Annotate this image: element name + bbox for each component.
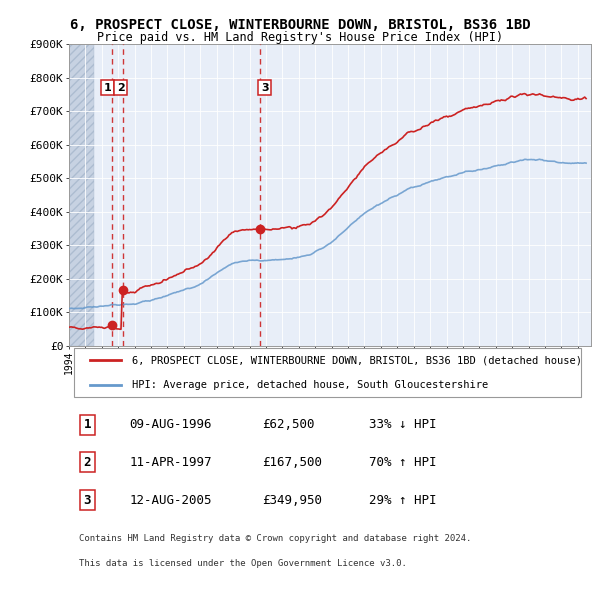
FancyBboxPatch shape: [74, 348, 581, 397]
Text: 33% ↓ HPI: 33% ↓ HPI: [369, 418, 437, 431]
Text: £62,500: £62,500: [262, 418, 314, 431]
Text: 11-APR-1997: 11-APR-1997: [129, 456, 212, 469]
Text: 3: 3: [261, 83, 268, 93]
Text: 29% ↑ HPI: 29% ↑ HPI: [369, 493, 437, 506]
Text: £167,500: £167,500: [262, 456, 322, 469]
Text: 2: 2: [83, 456, 91, 469]
Text: Contains HM Land Registry data © Crown copyright and database right 2024.: Contains HM Land Registry data © Crown c…: [79, 534, 472, 543]
Text: HPI: Average price, detached house, South Gloucestershire: HPI: Average price, detached house, Sout…: [131, 380, 488, 390]
Text: Price paid vs. HM Land Registry's House Price Index (HPI): Price paid vs. HM Land Registry's House …: [97, 31, 503, 44]
Text: 6, PROSPECT CLOSE, WINTERBOURNE DOWN, BRISTOL, BS36 1BD (detached house): 6, PROSPECT CLOSE, WINTERBOURNE DOWN, BR…: [131, 355, 581, 365]
Text: 09-AUG-1996: 09-AUG-1996: [129, 418, 212, 431]
Text: 6, PROSPECT CLOSE, WINTERBOURNE DOWN, BRISTOL, BS36 1BD: 6, PROSPECT CLOSE, WINTERBOURNE DOWN, BR…: [70, 18, 530, 32]
Text: 1: 1: [83, 418, 91, 431]
Text: 2: 2: [117, 83, 125, 93]
Text: 3: 3: [83, 493, 91, 506]
Text: £349,950: £349,950: [262, 493, 322, 506]
Text: 70% ↑ HPI: 70% ↑ HPI: [369, 456, 437, 469]
Text: 12-AUG-2005: 12-AUG-2005: [129, 493, 212, 506]
Text: This data is licensed under the Open Government Licence v3.0.: This data is licensed under the Open Gov…: [79, 559, 407, 568]
Text: 1: 1: [104, 83, 112, 93]
